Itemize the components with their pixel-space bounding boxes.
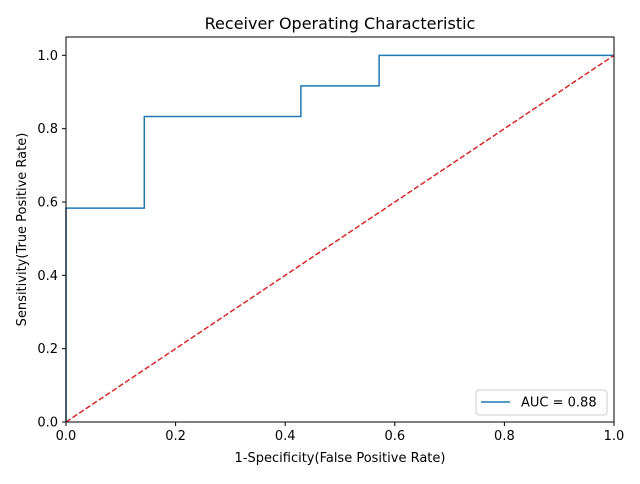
plot-area [65, 54, 615, 423]
chance-diagonal-line [65, 54, 615, 423]
x-tick-label: 0.0 [56, 429, 77, 444]
axis-ticks: 0.0 0.2 0.4 0.6 0.8 1.0 0.0 0.2 0.4 0.6 0.8 1.0 [37, 49, 624, 444]
y-tick-label: 0.4 [37, 269, 58, 284]
y-tick-label: 0.6 [37, 196, 58, 211]
x-tick-label: 0.8 [494, 429, 515, 444]
roc-curve-line [65, 54, 614, 422]
x-tick-label: 0.2 [165, 429, 186, 444]
x-tick-label: 0.4 [275, 429, 296, 444]
axes-frame [65, 36, 615, 423]
y-tick-label: 0.2 [37, 342, 58, 357]
y-tick-label: 1.0 [37, 49, 58, 64]
y-tick-label: 0.8 [37, 122, 58, 137]
legend-label: AUC = 0.88 [521, 396, 597, 411]
x-tick-label: 1.0 [604, 429, 625, 444]
y-tick-label: 0.0 [37, 416, 58, 431]
legend-box [475, 389, 608, 416]
chart-title: Receiver Operating Characteristic [205, 14, 476, 33]
x-tick-label: 0.6 [384, 429, 405, 444]
y-axis-label: Sensitivity(True Positive Rate) [15, 133, 30, 327]
x-axis-label: 1-Specificity(False Positive Rate) [235, 451, 446, 466]
legend: AUC = 0.88 [475, 389, 608, 416]
